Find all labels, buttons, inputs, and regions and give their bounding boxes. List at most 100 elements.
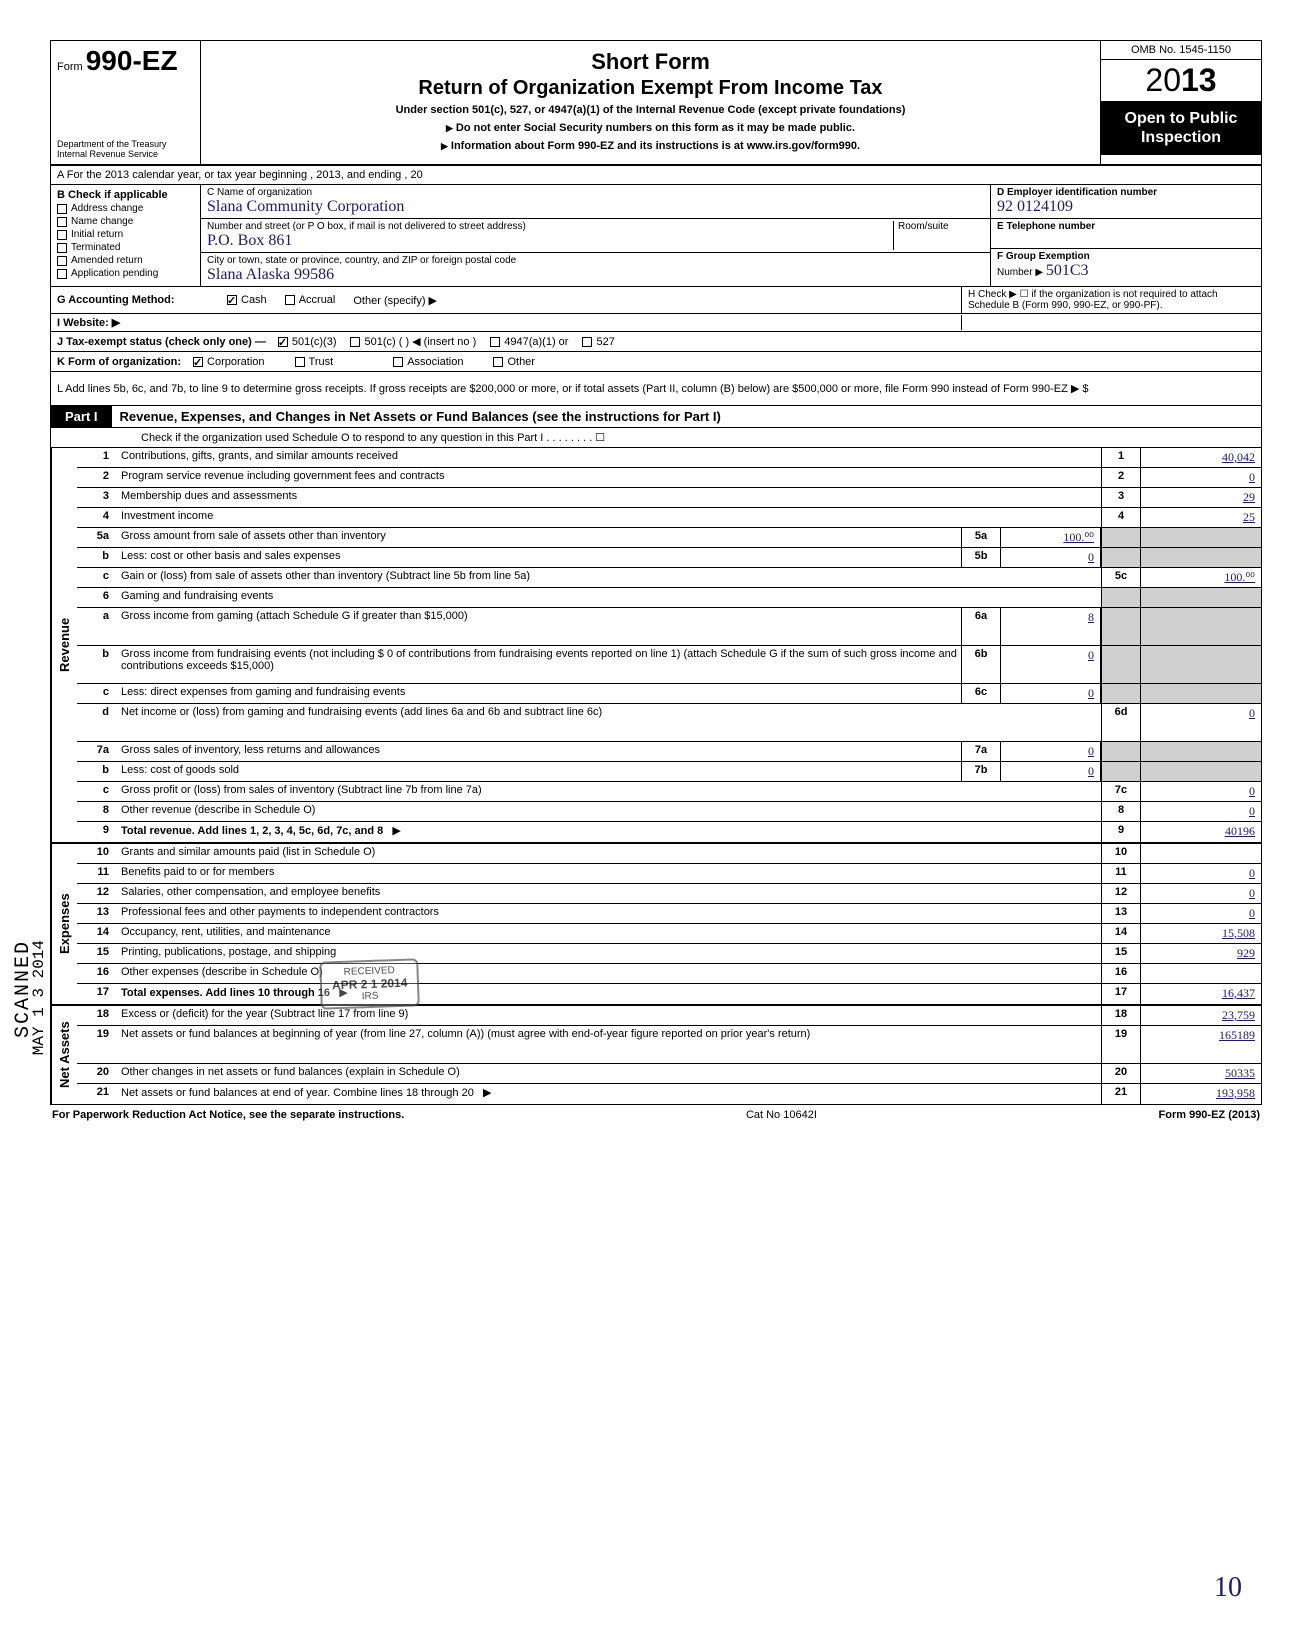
501c3-checkbox[interactable] bbox=[278, 337, 288, 347]
org-name-value: Slana Community Corporation bbox=[207, 198, 984, 216]
cash-checkbox[interactable] bbox=[227, 295, 237, 305]
mid-num: 6b bbox=[961, 646, 1001, 683]
city-value: Slana Alaska 99586 bbox=[207, 266, 984, 284]
checkbox-box[interactable] bbox=[57, 217, 67, 227]
end-num-shaded bbox=[1101, 528, 1141, 547]
end-num: 8 bbox=[1101, 802, 1141, 821]
line-21: 21Net assets or fund balances at end of … bbox=[77, 1084, 1261, 1104]
end-val-shaded bbox=[1141, 742, 1261, 761]
col-c-org-info: C Name of organization Slana Community C… bbox=[201, 185, 991, 286]
line-b: bLess: cost of goods sold7b0 bbox=[77, 762, 1261, 782]
line-num: 20 bbox=[77, 1064, 117, 1083]
line-desc: Investment income bbox=[117, 508, 1101, 527]
end-val: 0 bbox=[1141, 904, 1261, 923]
end-val-shaded bbox=[1141, 646, 1261, 683]
line-2: 2Program service revenue including gover… bbox=[77, 468, 1261, 488]
row-k-form-org: K Form of organization: Corporation Trus… bbox=[51, 352, 1261, 372]
line-num: 21 bbox=[77, 1084, 117, 1104]
line-num: c bbox=[77, 684, 117, 703]
line-c: cLess: direct expenses from gaming and f… bbox=[77, 684, 1261, 704]
checkbox-box[interactable] bbox=[57, 230, 67, 240]
line-desc: Gross amount from sale of assets other t… bbox=[117, 528, 961, 547]
checkbox-box[interactable] bbox=[57, 204, 67, 214]
end-val: 165189 bbox=[1141, 1026, 1261, 1063]
4947-checkbox[interactable] bbox=[490, 337, 500, 347]
accrual-checkbox[interactable] bbox=[285, 295, 295, 305]
end-val-shaded bbox=[1141, 528, 1261, 547]
website-label: I Website: ▶ bbox=[51, 314, 126, 331]
line-19: 19Net assets or fund balances at beginni… bbox=[77, 1026, 1261, 1064]
form-number: Form 990-EZ bbox=[57, 45, 194, 77]
line-desc: Benefits paid to or for members bbox=[117, 864, 1101, 883]
line-desc: Contributions, gifts, grants, and simila… bbox=[117, 448, 1101, 467]
line-num: 10 bbox=[77, 844, 117, 863]
line-num: b bbox=[77, 548, 117, 567]
row-i-website: I Website: ▶ bbox=[51, 314, 1261, 332]
checkbox-label: Application pending bbox=[71, 268, 158, 279]
end-num: 9 bbox=[1101, 822, 1141, 842]
line-17: 17Total expenses. Add lines 10 through 1… bbox=[77, 984, 1261, 1004]
line-num: a bbox=[77, 608, 117, 645]
assoc-label: Association bbox=[407, 356, 463, 368]
g-label: G Accounting Method: bbox=[57, 294, 175, 306]
checkbox-box[interactable] bbox=[57, 256, 67, 266]
line-desc: Less: cost of goods sold bbox=[117, 762, 961, 781]
line-num: 7a bbox=[77, 742, 117, 761]
part1-title: Revenue, Expenses, and Changes in Net As… bbox=[112, 406, 1261, 427]
phone-label: E Telephone number bbox=[997, 221, 1255, 232]
line-desc: Other expenses (describe in Schedule O) bbox=[117, 964, 1101, 983]
name-label: C Name of organization bbox=[207, 187, 984, 198]
line-num: 15 bbox=[77, 944, 117, 963]
row-a-tax-year: A For the 2013 calendar year, or tax yea… bbox=[51, 166, 1261, 185]
line-desc: Professional fees and other payments to … bbox=[117, 904, 1101, 923]
line-desc: Less: direct expenses from gaming and fu… bbox=[117, 684, 961, 703]
line-14: 14Occupancy, rent, utilities, and mainte… bbox=[77, 924, 1261, 944]
room-label: Room/suite bbox=[894, 221, 984, 250]
corp-checkbox[interactable] bbox=[193, 357, 203, 367]
line-20: 20Other changes in net assets or fund ba… bbox=[77, 1064, 1261, 1084]
line-num: 18 bbox=[77, 1006, 117, 1025]
line-desc: Other changes in net assets or fund bala… bbox=[117, 1064, 1101, 1083]
line-num: 2 bbox=[77, 468, 117, 487]
line-4: 4Investment income425 bbox=[77, 508, 1261, 528]
527-checkbox[interactable] bbox=[582, 337, 592, 347]
line-num: 13 bbox=[77, 904, 117, 923]
end-val: 16,437 bbox=[1141, 984, 1261, 1004]
trust-checkbox[interactable] bbox=[295, 357, 305, 367]
trust-label: Trust bbox=[309, 356, 334, 368]
line-desc: Program service revenue including govern… bbox=[117, 468, 1101, 487]
501c-label: 501(c) ( ) ◀ (insert no ) bbox=[364, 335, 476, 348]
end-num: 16 bbox=[1101, 964, 1141, 983]
line-num: 3 bbox=[77, 488, 117, 507]
header-right: OMB No. 1545-1150 2013 Open to Public In… bbox=[1101, 41, 1261, 164]
end-num: 3 bbox=[1101, 488, 1141, 507]
checkbox-box[interactable] bbox=[57, 269, 67, 279]
col-b-header: B Check if applicable bbox=[57, 189, 194, 201]
form-header: Form 990-EZ Department of the Treasury I… bbox=[51, 41, 1261, 166]
end-val: 29 bbox=[1141, 488, 1261, 507]
checkbox-name-change: Name change bbox=[57, 216, 194, 227]
other-org-checkbox[interactable] bbox=[493, 357, 503, 367]
mid-num: 5b bbox=[961, 548, 1001, 567]
end-num: 6d bbox=[1101, 704, 1141, 741]
mid-num: 6c bbox=[961, 684, 1001, 703]
checkbox-box[interactable] bbox=[57, 243, 67, 253]
line-desc: Gain or (loss) from sale of assets other… bbox=[117, 568, 1101, 587]
dept-block: Department of the Treasury Internal Reve… bbox=[57, 140, 194, 160]
group-label: F Group Exemption bbox=[997, 251, 1090, 262]
line-desc: Gross income from gaming (attach Schedul… bbox=[117, 608, 961, 645]
line-10: 10Grants and similar amounts paid (list … bbox=[77, 844, 1261, 864]
line-5a: 5aGross amount from sale of assets other… bbox=[77, 528, 1261, 548]
line-num: 19 bbox=[77, 1026, 117, 1063]
assoc-checkbox[interactable] bbox=[393, 357, 403, 367]
line-num: c bbox=[77, 782, 117, 801]
line-desc: Total revenue. Add lines 1, 2, 3, 4, 5c,… bbox=[117, 822, 1101, 842]
accrual-label: Accrual bbox=[299, 294, 336, 306]
501c-checkbox[interactable] bbox=[350, 337, 360, 347]
line-num: b bbox=[77, 646, 117, 683]
part1-header: Part I Revenue, Expenses, and Changes in… bbox=[51, 406, 1261, 428]
end-val-shaded bbox=[1141, 548, 1261, 567]
header-left: Form 990-EZ Department of the Treasury I… bbox=[51, 41, 201, 164]
page-footer: For Paperwork Reduction Act Notice, see … bbox=[50, 1105, 1262, 1125]
end-val: 0 bbox=[1141, 864, 1261, 883]
